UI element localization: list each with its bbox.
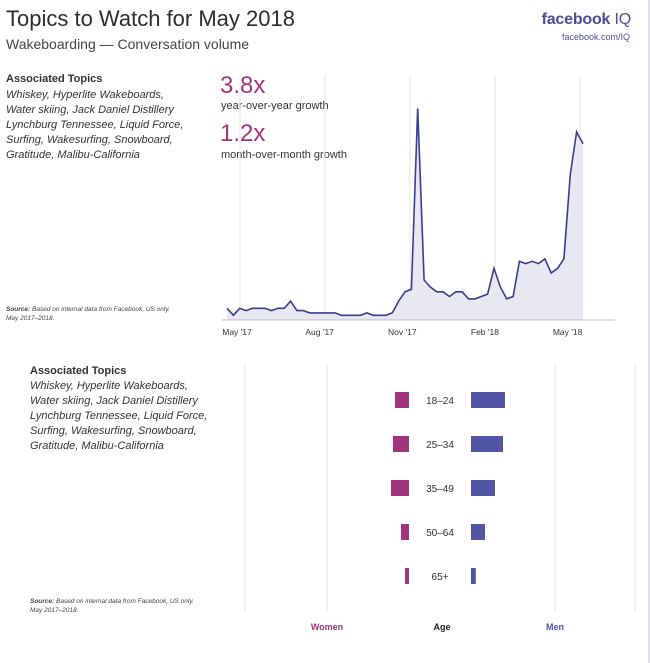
assoc-line: Surfing, Wakesurfing, Snowboard,: [30, 425, 197, 437]
assoc-line: Surfing, Wakesurfing, Snowboard,: [6, 134, 173, 146]
facebook-iq-logo: facebook IQ: [541, 11, 632, 29]
logo-suffix: IQ: [614, 11, 632, 28]
bottom-assoc-title: Associated Topics: [30, 365, 127, 377]
top-assoc-title: Associated Topics: [6, 73, 103, 85]
women-axis-label: Women: [311, 622, 343, 632]
logo-brand: facebook: [541, 11, 611, 28]
x-tick-label: May '17: [222, 327, 252, 337]
women-bar: [405, 568, 409, 584]
age-gender-chart: 18–24 25–34 35–49 50–64 65+ Women Age Men: [244, 365, 636, 632]
women-bar: [391, 480, 409, 496]
bottom-source-note: Source: Based on internal data from Face…: [30, 597, 210, 615]
men-bar: [471, 392, 505, 408]
x-tick-label: May '18: [553, 327, 583, 337]
x-tick-label: Nov '17: [388, 327, 417, 337]
right-edge-divider: [648, 0, 650, 663]
men-bar: [471, 524, 485, 540]
women-bar: [401, 524, 409, 540]
men-bar: [471, 568, 476, 584]
assoc-line: Lynchburg Tennessee, Liquid Force,: [6, 119, 184, 131]
source-line2: May 2017–2018.: [30, 607, 79, 614]
assoc-line: Whiskey, Hyperlite Wakeboards,: [6, 89, 164, 101]
assoc-line: Lynchburg Tennessee, Liquid Force,: [30, 410, 208, 422]
age-axis-label: Age: [433, 622, 450, 632]
age-group-label: 35–49: [426, 484, 454, 495]
women-bar: [393, 436, 409, 452]
age-group-label: 25–34: [426, 440, 454, 451]
page-subtitle: Wakeboarding — Conversation volume: [6, 36, 250, 52]
source-text: Based on internal data from Facebook, US…: [54, 598, 194, 605]
men-axis-label: Men: [546, 622, 564, 632]
source-text: Based on internal data from Facebook, US…: [30, 306, 170, 313]
men-bar: [471, 436, 503, 452]
assoc-line: Water skiing, Jack Daniel Distillery: [30, 395, 198, 407]
bottom-assoc-list: Whiskey, Hyperlite Wakeboards, Water ski…: [30, 379, 230, 454]
assoc-line: Whiskey, Hyperlite Wakeboards,: [30, 380, 188, 392]
volume-line: [226, 108, 584, 317]
yoy-growth-label: year-over-year growth: [221, 100, 329, 112]
volume-area: [227, 108, 583, 320]
x-tick-label: Aug '17: [305, 327, 334, 337]
page-title: Topics to Watch for May 2018: [6, 6, 295, 31]
source-line2: May 2017–2018.: [6, 315, 55, 322]
source-bold: Source:: [6, 306, 31, 313]
assoc-line: Gratitude, Malibu-California: [30, 440, 164, 452]
men-bar: [471, 480, 495, 496]
women-bar: [395, 392, 409, 408]
assoc-line: Water skiing, Jack Daniel Distillery: [6, 104, 174, 116]
age-group-label: 50–64: [426, 528, 454, 539]
yoy-growth-value: 3.8x: [220, 72, 266, 99]
logo-url[interactable]: facebook.com/IQ: [561, 32, 630, 42]
top-assoc-list: Whiskey, Hyperlite Wakeboards, Water ski…: [6, 88, 206, 163]
age-group-label: 65+: [432, 572, 449, 583]
source-bold: Source:: [30, 598, 55, 605]
age-group-label: 18–24: [426, 396, 454, 407]
assoc-line: Gratitude, Malibu-California: [6, 149, 140, 161]
mom-growth-label: month-over-month growth: [221, 149, 347, 161]
top-source-note: Source: Based on internal data from Face…: [6, 305, 186, 323]
x-tick-label: Feb '18: [471, 327, 499, 337]
volume-line-chart: May '17 Aug '17 Nov '17 Feb '18 May '18: [222, 75, 615, 337]
mom-growth-value: 1.2x: [220, 120, 266, 147]
